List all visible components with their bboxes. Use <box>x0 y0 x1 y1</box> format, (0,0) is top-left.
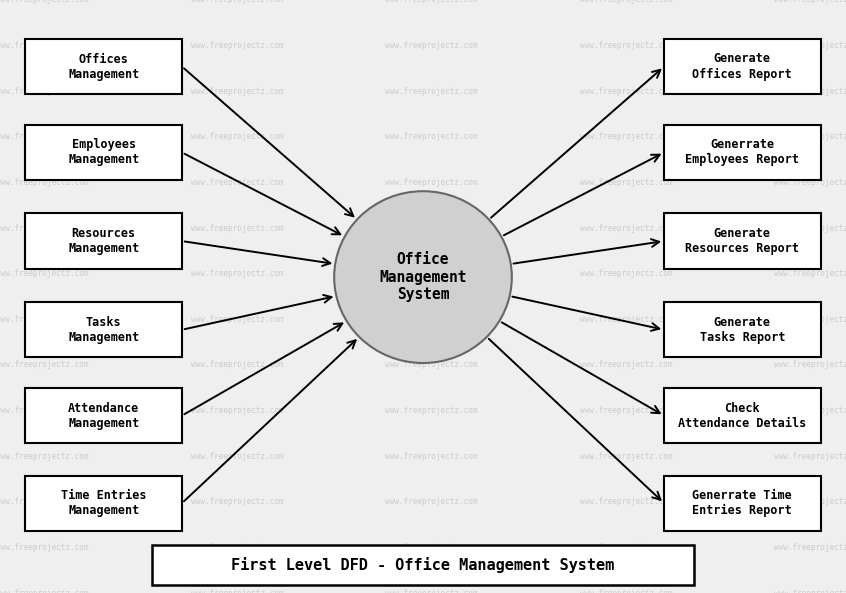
Text: www.freeprojectz.com: www.freeprojectz.com <box>190 315 283 324</box>
FancyBboxPatch shape <box>25 39 182 94</box>
Text: www.freeprojectz.com: www.freeprojectz.com <box>0 0 89 5</box>
Text: www.freeprojectz.com: www.freeprojectz.com <box>774 178 846 187</box>
Text: www.freeprojectz.com: www.freeprojectz.com <box>385 452 478 461</box>
Text: www.freeprojectz.com: www.freeprojectz.com <box>774 543 846 552</box>
Text: www.freeprojectz.com: www.freeprojectz.com <box>580 0 673 5</box>
Text: www.freeprojectz.com: www.freeprojectz.com <box>190 543 283 552</box>
FancyBboxPatch shape <box>664 39 821 94</box>
Text: www.freeprojectz.com: www.freeprojectz.com <box>385 406 478 415</box>
Text: Time Entries
Management: Time Entries Management <box>61 489 146 517</box>
Text: www.freeprojectz.com: www.freeprojectz.com <box>190 452 283 461</box>
FancyBboxPatch shape <box>25 302 182 358</box>
Text: www.freeprojectz.com: www.freeprojectz.com <box>774 224 846 232</box>
Text: www.freeprojectz.com: www.freeprojectz.com <box>0 498 89 506</box>
Text: www.freeprojectz.com: www.freeprojectz.com <box>774 315 846 324</box>
FancyBboxPatch shape <box>664 388 821 444</box>
Text: www.freeprojectz.com: www.freeprojectz.com <box>190 269 283 278</box>
Text: Tasks
Management: Tasks Management <box>68 315 140 344</box>
Text: Generate
Offices Report: Generate Offices Report <box>693 52 792 81</box>
Text: www.freeprojectz.com: www.freeprojectz.com <box>774 452 846 461</box>
Text: www.freeprojectz.com: www.freeprojectz.com <box>190 406 283 415</box>
Text: www.freeprojectz.com: www.freeprojectz.com <box>385 498 478 506</box>
Text: www.freeprojectz.com: www.freeprojectz.com <box>385 41 478 50</box>
Text: www.freeprojectz.com: www.freeprojectz.com <box>385 543 478 552</box>
Text: www.freeprojectz.com: www.freeprojectz.com <box>580 361 673 369</box>
Text: Check
Attendance Details: Check Attendance Details <box>678 401 806 430</box>
Text: www.freeprojectz.com: www.freeprojectz.com <box>774 588 846 593</box>
Text: www.freeprojectz.com: www.freeprojectz.com <box>385 132 478 141</box>
Text: www.freeprojectz.com: www.freeprojectz.com <box>0 543 89 552</box>
Text: Generate
Resources Report: Generate Resources Report <box>685 227 799 255</box>
Text: www.freeprojectz.com: www.freeprojectz.com <box>580 588 673 593</box>
Text: Employees
Management: Employees Management <box>68 138 140 167</box>
Text: www.freeprojectz.com: www.freeprojectz.com <box>190 0 283 5</box>
Text: Office
Management
System: Office Management System <box>379 252 467 302</box>
Text: Offices
Management: Offices Management <box>68 53 140 81</box>
Text: www.freeprojectz.com: www.freeprojectz.com <box>385 224 478 232</box>
FancyBboxPatch shape <box>664 213 821 269</box>
Text: www.freeprojectz.com: www.freeprojectz.com <box>580 269 673 278</box>
FancyBboxPatch shape <box>664 302 821 358</box>
Text: www.freeprojectz.com: www.freeprojectz.com <box>774 406 846 415</box>
Text: Generrate Time
Entries Report: Generrate Time Entries Report <box>693 489 792 517</box>
Text: www.freeprojectz.com: www.freeprojectz.com <box>190 41 283 50</box>
Text: www.freeprojectz.com: www.freeprojectz.com <box>0 406 89 415</box>
FancyBboxPatch shape <box>25 388 182 444</box>
FancyBboxPatch shape <box>25 476 182 531</box>
Text: www.freeprojectz.com: www.freeprojectz.com <box>580 315 673 324</box>
Text: Resources
Management: Resources Management <box>68 227 140 255</box>
Text: www.freeprojectz.com: www.freeprojectz.com <box>385 588 478 593</box>
Text: www.freeprojectz.com: www.freeprojectz.com <box>0 269 89 278</box>
Ellipse shape <box>334 191 512 363</box>
FancyBboxPatch shape <box>25 125 182 180</box>
Text: www.freeprojectz.com: www.freeprojectz.com <box>0 87 89 95</box>
Text: www.freeprojectz.com: www.freeprojectz.com <box>774 87 846 95</box>
Text: www.freeprojectz.com: www.freeprojectz.com <box>385 361 478 369</box>
Text: www.freeprojectz.com: www.freeprojectz.com <box>0 132 89 141</box>
Text: www.freeprojectz.com: www.freeprojectz.com <box>0 178 89 187</box>
Text: www.freeprojectz.com: www.freeprojectz.com <box>385 178 478 187</box>
Text: www.freeprojectz.com: www.freeprojectz.com <box>580 224 673 232</box>
Text: www.freeprojectz.com: www.freeprojectz.com <box>0 224 89 232</box>
Text: www.freeprojectz.com: www.freeprojectz.com <box>190 132 283 141</box>
Text: www.freeprojectz.com: www.freeprojectz.com <box>774 132 846 141</box>
Text: www.freeprojectz.com: www.freeprojectz.com <box>0 361 89 369</box>
FancyBboxPatch shape <box>25 213 182 269</box>
Text: www.freeprojectz.com: www.freeprojectz.com <box>580 452 673 461</box>
Text: Generrate
Employees Report: Generrate Employees Report <box>685 138 799 167</box>
Text: www.freeprojectz.com: www.freeprojectz.com <box>774 0 846 5</box>
Text: www.freeprojectz.com: www.freeprojectz.com <box>385 315 478 324</box>
Text: www.freeprojectz.com: www.freeprojectz.com <box>190 224 283 232</box>
Text: www.freeprojectz.com: www.freeprojectz.com <box>0 315 89 324</box>
FancyBboxPatch shape <box>664 125 821 180</box>
Text: www.freeprojectz.com: www.freeprojectz.com <box>580 132 673 141</box>
Text: www.freeprojectz.com: www.freeprojectz.com <box>580 543 673 552</box>
Text: Attendance
Management: Attendance Management <box>68 401 140 430</box>
Text: First Level DFD - Office Management System: First Level DFD - Office Management Syst… <box>231 557 615 573</box>
Text: www.freeprojectz.com: www.freeprojectz.com <box>580 178 673 187</box>
Text: www.freeprojectz.com: www.freeprojectz.com <box>580 87 673 95</box>
Text: www.freeprojectz.com: www.freeprojectz.com <box>0 452 89 461</box>
Text: www.freeprojectz.com: www.freeprojectz.com <box>385 87 478 95</box>
FancyBboxPatch shape <box>664 476 821 531</box>
Text: www.freeprojectz.com: www.freeprojectz.com <box>774 41 846 50</box>
Text: www.freeprojectz.com: www.freeprojectz.com <box>190 588 283 593</box>
Text: Generate
Tasks Report: Generate Tasks Report <box>700 315 785 344</box>
Text: www.freeprojectz.com: www.freeprojectz.com <box>385 0 478 5</box>
Text: www.freeprojectz.com: www.freeprojectz.com <box>190 87 283 95</box>
Text: www.freeprojectz.com: www.freeprojectz.com <box>774 361 846 369</box>
Text: www.freeprojectz.com: www.freeprojectz.com <box>774 269 846 278</box>
Text: www.freeprojectz.com: www.freeprojectz.com <box>190 178 283 187</box>
Text: www.freeprojectz.com: www.freeprojectz.com <box>774 498 846 506</box>
Text: www.freeprojectz.com: www.freeprojectz.com <box>190 361 283 369</box>
Text: www.freeprojectz.com: www.freeprojectz.com <box>385 269 478 278</box>
Text: www.freeprojectz.com: www.freeprojectz.com <box>580 406 673 415</box>
Text: www.freeprojectz.com: www.freeprojectz.com <box>190 498 283 506</box>
Text: www.freeprojectz.com: www.freeprojectz.com <box>580 41 673 50</box>
Text: www.freeprojectz.com: www.freeprojectz.com <box>0 588 89 593</box>
Text: www.freeprojectz.com: www.freeprojectz.com <box>580 498 673 506</box>
FancyBboxPatch shape <box>152 545 694 585</box>
Text: www.freeprojectz.com: www.freeprojectz.com <box>0 41 89 50</box>
